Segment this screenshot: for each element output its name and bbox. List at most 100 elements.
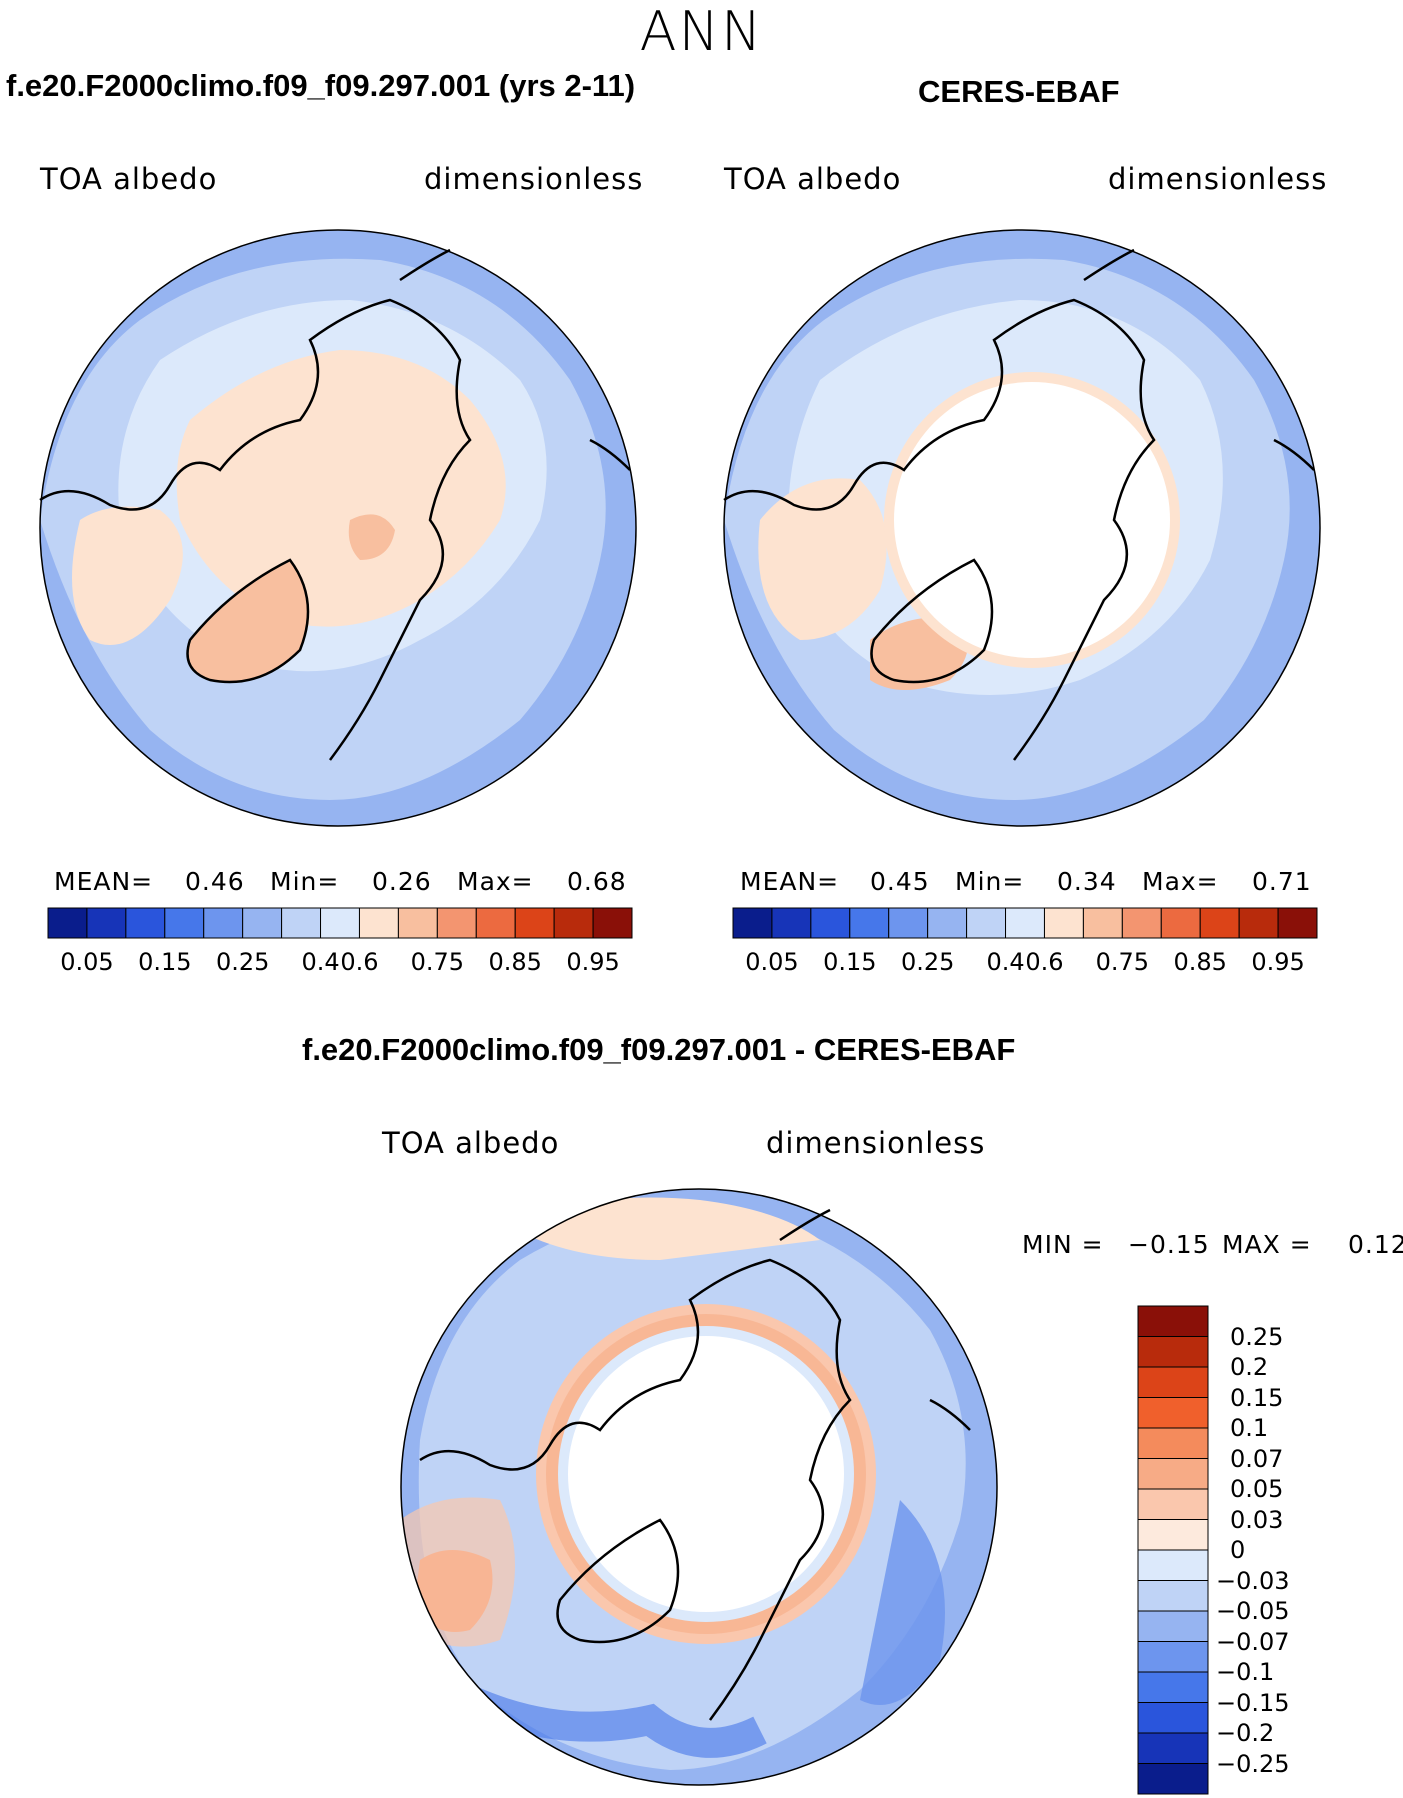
diff-min-value: −0.15 — [1128, 1230, 1210, 1259]
colorbar-swatch — [514, 907, 555, 939]
colorbar-swatch — [849, 907, 890, 939]
panel1-colorbar-labels: 0.05 0.15 0.25 0.4 0.6 0.75 0.85 0.95 — [48, 948, 632, 978]
diff-colorbar-swatch — [1137, 1610, 1209, 1642]
diff-colorbar-tick-label: −0.15 — [1216, 1688, 1290, 1717]
diff-colorbar-tick-label: −0.1 — [1216, 1658, 1275, 1686]
diff-colorbar-swatch — [1137, 1580, 1209, 1612]
diff-colorbar-tick-label: 0.2 — [1230, 1353, 1269, 1381]
colorbar-tick-label: 0.6 — [340, 948, 379, 976]
colorbar-tick-label: 0.05 — [60, 948, 114, 976]
colorbar-swatch — [592, 907, 633, 939]
colorbar-tick-label: 0.25 — [900, 948, 955, 976]
panel1-variable: TOA albedo — [40, 162, 218, 196]
diff-colorbar-swatch — [1137, 1366, 1209, 1398]
diff-colorbar-swatch — [1137, 1336, 1209, 1368]
diff-colorbar-tick-label: −0.07 — [1216, 1627, 1290, 1656]
panel2-colorbar-labels: 0.05 0.15 0.25 0.4 0.6 0.75 0.85 0.95 — [733, 948, 1317, 978]
colorbar-tick-label: 0.95 — [566, 948, 620, 976]
colorbar-tick-label: 0.75 — [410, 948, 465, 976]
colorbar-swatch — [966, 907, 1007, 939]
season-title: ANN — [639, 0, 764, 63]
panel1-units: dimensionless — [424, 162, 644, 196]
panel1-max-value: 0.68 — [567, 867, 627, 896]
colorbar-swatch — [1277, 907, 1318, 939]
colorbar-tick-label: 0.15 — [823, 948, 877, 976]
colorbar-swatch — [927, 907, 968, 939]
panel2-min-label: Min= — [955, 867, 1025, 896]
diff-colorbar-tick-label: 0.25 — [1230, 1322, 1284, 1351]
colorbar-tick-label: 0.6 — [1025, 948, 1064, 976]
colorbar-swatch — [1160, 907, 1201, 939]
colorbar-tick-label: 0.25 — [215, 948, 270, 976]
panel1-colorbar — [47, 907, 633, 939]
panel1-min-label: Min= — [270, 867, 340, 896]
panel2-min-value: 0.34 — [1057, 867, 1117, 896]
colorbar-swatch — [320, 907, 360, 939]
diff-max-label: MAX = — [1222, 1230, 1312, 1259]
diff-colorbar-swatch — [1137, 1519, 1209, 1551]
panel1-mean-value: 0.46 — [185, 867, 245, 896]
panel2-max-label: Max= — [1142, 867, 1219, 896]
diff-colorbar-tick-label: −0.03 — [1216, 1566, 1290, 1595]
diff-colorbar-swatch — [1137, 1702, 1209, 1734]
colorbar-tick-label: 0.95 — [1251, 948, 1305, 976]
diff-colorbar-tick-label: 0 — [1230, 1536, 1246, 1564]
diff-colorbar-swatch — [1137, 1549, 1209, 1581]
colorbar-tick-label: 0.4 — [986, 948, 1025, 976]
colorbar-tick-label: 0.15 — [138, 948, 192, 976]
diff-colorbar-tick-label: −0.05 — [1216, 1597, 1290, 1625]
colorbar-swatch — [475, 907, 516, 939]
diff-title: f.e20.F2000climo.f09_f09.297.001 - CERES… — [302, 1032, 1016, 1067]
colorbar-swatch — [281, 907, 322, 939]
diff-colorbar-swatch — [1137, 1427, 1209, 1459]
panel2-units: dimensionless — [1108, 162, 1328, 196]
panel2-variable: TOA albedo — [724, 162, 902, 196]
diff-colorbar-tick-label: 0.15 — [1230, 1383, 1284, 1412]
colorbar-swatch — [358, 907, 399, 939]
diff-colorbar-tick-label: 0.03 — [1230, 1505, 1284, 1534]
panel1-title: f.e20.F2000climo.f09_f09.297.001 (yrs 2-… — [6, 68, 636, 103]
colorbar-swatch — [1199, 907, 1240, 939]
panel2-colorbar — [732, 907, 1318, 939]
diff-colorbar-swatch — [1137, 1671, 1209, 1703]
panel2-title: CERES-EBAF — [918, 74, 1120, 109]
diff-units: dimensionless — [766, 1126, 986, 1160]
diff-variable: TOA albedo — [382, 1126, 560, 1160]
diff-colorbar-swatch — [1137, 1763, 1209, 1795]
diff-min-label: MIN = — [1022, 1230, 1104, 1259]
colorbar-swatch — [1005, 907, 1045, 939]
diff-max-value: 0.12 — [1348, 1230, 1403, 1259]
colorbar-swatch — [86, 907, 127, 939]
colorbar-tick-label: 0.75 — [1095, 948, 1150, 976]
colorbar-swatch — [1082, 907, 1123, 939]
colorbar-swatch — [553, 907, 594, 939]
colorbar-swatch — [888, 907, 929, 939]
colorbar-tick-label: 0.85 — [488, 948, 542, 976]
diff-colorbar-swatch — [1137, 1732, 1209, 1764]
diff-colorbar-labels: 0.25 0.2 0.15 0.1 0.07 0.05 0.03 0 −0.03 −0.05 −0.… — [1216, 1306, 1326, 1794]
diff-colorbar — [1137, 1305, 1209, 1795]
colorbar-swatch — [1121, 907, 1162, 939]
diff-colorbar-swatch — [1137, 1458, 1209, 1490]
panel2-max-value: 0.71 — [1252, 867, 1312, 896]
diff-colorbar-swatch — [1137, 1305, 1209, 1337]
diff-colorbar-tick-label: 0.05 — [1230, 1475, 1284, 1503]
colorbar-tick-label: 0.85 — [1173, 948, 1227, 976]
panel2-mean-value: 0.45 — [870, 867, 930, 896]
colorbar-tick-label: 0.4 — [301, 948, 340, 976]
colorbar-tick-label: 0.05 — [745, 948, 799, 976]
panel2-mean-label: MEAN= — [740, 867, 840, 896]
diff-colorbar-tick-label: −0.25 — [1216, 1749, 1290, 1778]
colorbar-swatch — [810, 907, 851, 939]
panel1-min-value: 0.26 — [372, 867, 432, 896]
colorbar-swatch — [47, 907, 88, 939]
panel1-mean-label: MEAN= — [54, 867, 154, 896]
diff-colorbar-swatch — [1137, 1488, 1209, 1520]
colorbar-swatch — [242, 907, 283, 939]
diff-colorbar-tick-label: 0.07 — [1230, 1444, 1284, 1473]
diff-colorbar-swatch — [1137, 1397, 1209, 1429]
diff-colorbar-tick-label: 0.1 — [1230, 1414, 1269, 1442]
